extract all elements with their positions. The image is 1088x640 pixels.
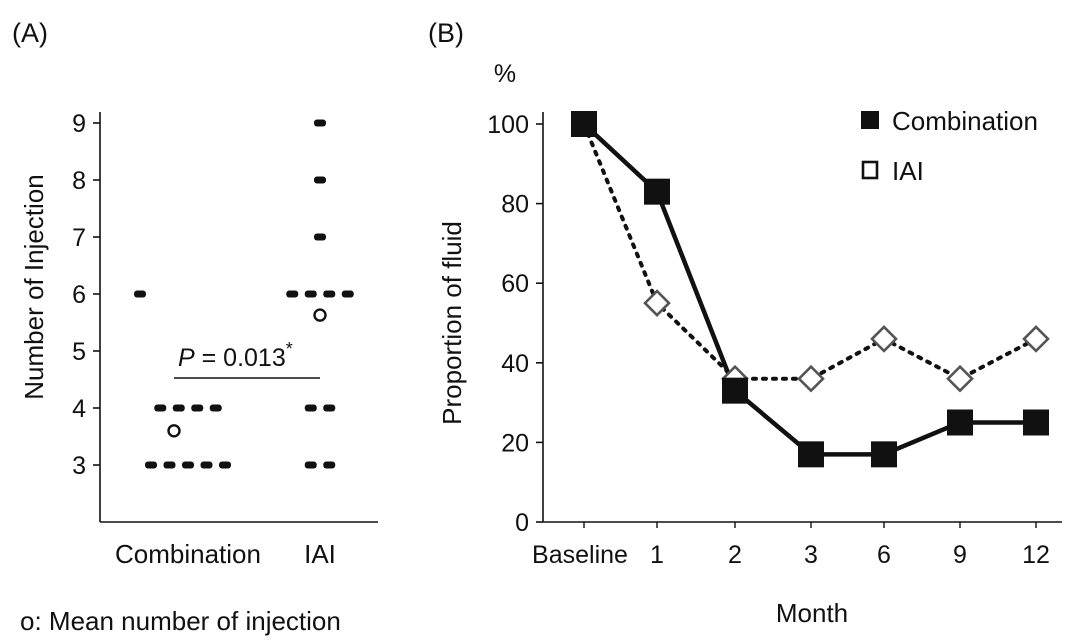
y-tick-label: 0 bbox=[515, 509, 529, 537]
data-point bbox=[304, 404, 317, 412]
x-tick-label: 2 bbox=[728, 541, 742, 569]
data-point-combination bbox=[1023, 409, 1049, 436]
legend-marker-iai bbox=[861, 160, 879, 180]
y-tick-label: 7 bbox=[72, 224, 86, 252]
data-point bbox=[323, 290, 336, 298]
data-point bbox=[304, 461, 317, 469]
data-point-iai bbox=[1022, 325, 1050, 353]
y-tick-label: 40 bbox=[501, 350, 529, 378]
data-point-iai bbox=[870, 325, 898, 353]
y-tick-label: 3 bbox=[72, 452, 86, 480]
data-point bbox=[154, 404, 167, 412]
panel-b-label: (B) bbox=[428, 18, 464, 48]
category-label: IAI bbox=[304, 539, 336, 569]
data-point-combination bbox=[644, 178, 670, 205]
data-point-combination bbox=[947, 409, 973, 436]
mean-marker-iai bbox=[313, 308, 327, 322]
data-point bbox=[341, 290, 354, 298]
legend-label-combination: Combination bbox=[892, 106, 1038, 136]
data-point bbox=[209, 404, 222, 412]
y-axis-unit: % bbox=[494, 60, 516, 88]
x-tick-label: 3 bbox=[804, 541, 818, 569]
data-point bbox=[145, 461, 157, 469]
legend-marker-combination bbox=[861, 111, 879, 129]
y-tick-label: 9 bbox=[72, 110, 86, 138]
data-point-combination bbox=[571, 111, 597, 137]
data-point-iai bbox=[797, 364, 825, 393]
data-point bbox=[134, 290, 146, 298]
x-tick-label: 12 bbox=[1022, 541, 1050, 569]
data-point bbox=[314, 233, 326, 241]
y-tick-label: 4 bbox=[72, 395, 86, 423]
data-point-combination bbox=[798, 441, 824, 468]
y-axis-title: Number of Injection bbox=[19, 174, 49, 399]
data-point bbox=[314, 119, 326, 127]
data-point bbox=[323, 404, 336, 412]
p-value-annotation: P = 0.013* bbox=[178, 339, 293, 372]
x-axis-title: Month bbox=[776, 598, 848, 628]
series-line-iai bbox=[582, 122, 1038, 381]
chart-b: 0 20 40 60 80 100% Proportion of fluid Month Bas… bbox=[437, 60, 1062, 628]
y-tick-label: 80 bbox=[501, 191, 529, 219]
y-tick-label: 6 bbox=[72, 281, 86, 309]
data-point-combination bbox=[871, 441, 897, 468]
panel-a-label: (A) bbox=[12, 18, 48, 48]
x-tick-label: 6 bbox=[877, 541, 891, 569]
y-tick-label: 60 bbox=[501, 270, 529, 298]
x-tick-label: 9 bbox=[953, 541, 967, 569]
data-point bbox=[314, 176, 326, 184]
data-point-iai bbox=[946, 364, 974, 393]
data-point bbox=[219, 461, 231, 469]
x-tick-label: 1 bbox=[650, 541, 664, 569]
data-point bbox=[200, 461, 213, 469]
mean-marker-combination bbox=[167, 424, 181, 438]
y-tick-label: 20 bbox=[501, 429, 529, 457]
y-tick-label: 100 bbox=[487, 111, 529, 139]
chart-a: 3 4 5 6 7 8 9 Number of Injection Combination IAI… bbox=[19, 110, 378, 569]
data-point bbox=[304, 290, 317, 298]
data-point bbox=[191, 404, 204, 412]
panel-a-footnote: o: Mean number of injection bbox=[20, 606, 341, 636]
y-tick-label: 5 bbox=[72, 338, 86, 366]
category-label: Combination bbox=[115, 539, 261, 569]
data-point bbox=[172, 404, 185, 412]
data-point-iai bbox=[643, 289, 671, 317]
data-point-combination bbox=[722, 377, 748, 404]
legend-label-iai: IAI bbox=[892, 156, 924, 186]
x-tick-label: Baseline bbox=[532, 541, 628, 569]
data-point bbox=[286, 290, 299, 298]
data-point bbox=[182, 461, 194, 469]
y-tick-label: 8 bbox=[72, 167, 86, 195]
y-axis-title: Proportion of fluid bbox=[437, 221, 467, 425]
data-point bbox=[323, 461, 336, 469]
data-point bbox=[163, 461, 176, 469]
